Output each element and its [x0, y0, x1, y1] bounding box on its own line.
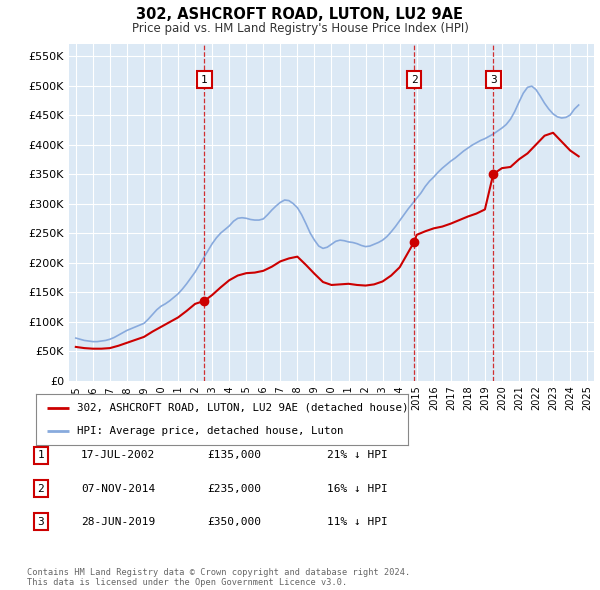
Text: £135,000: £135,000 — [207, 451, 261, 460]
Text: HPI: Average price, detached house, Luton: HPI: Average price, detached house, Luto… — [77, 427, 343, 437]
Text: £235,000: £235,000 — [207, 484, 261, 493]
Text: 28-JUN-2019: 28-JUN-2019 — [81, 517, 155, 526]
Text: Price paid vs. HM Land Registry's House Price Index (HPI): Price paid vs. HM Land Registry's House … — [131, 22, 469, 35]
Text: £350,000: £350,000 — [207, 517, 261, 526]
Text: Contains HM Land Registry data © Crown copyright and database right 2024.
This d: Contains HM Land Registry data © Crown c… — [27, 568, 410, 587]
Text: 1: 1 — [37, 451, 44, 460]
Text: 2: 2 — [37, 484, 44, 493]
Text: 07-NOV-2014: 07-NOV-2014 — [81, 484, 155, 493]
Text: 21% ↓ HPI: 21% ↓ HPI — [327, 451, 388, 460]
Text: 3: 3 — [37, 517, 44, 526]
Text: 11% ↓ HPI: 11% ↓ HPI — [327, 517, 388, 526]
Text: 16% ↓ HPI: 16% ↓ HPI — [327, 484, 388, 493]
Text: 302, ASHCROFT ROAD, LUTON, LU2 9AE: 302, ASHCROFT ROAD, LUTON, LU2 9AE — [137, 7, 464, 22]
Text: 1: 1 — [201, 74, 208, 84]
Text: 3: 3 — [490, 74, 497, 84]
Text: 17-JUL-2002: 17-JUL-2002 — [81, 451, 155, 460]
Text: 2: 2 — [411, 74, 418, 84]
Text: 302, ASHCROFT ROAD, LUTON, LU2 9AE (detached house): 302, ASHCROFT ROAD, LUTON, LU2 9AE (deta… — [77, 402, 409, 412]
